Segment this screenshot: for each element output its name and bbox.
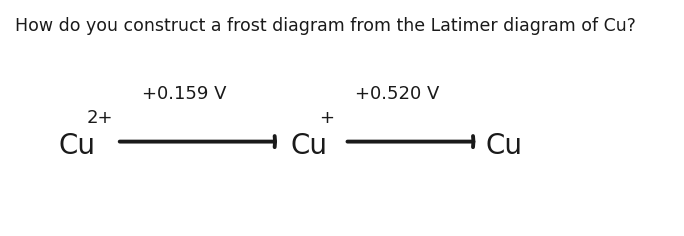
Text: Cu: Cu [486, 132, 523, 160]
Text: +: + [319, 109, 334, 127]
Text: +0.520 V: +0.520 V [354, 85, 439, 103]
Text: 2+: 2+ [87, 109, 114, 127]
Text: How do you construct a frost diagram from the Latimer diagram of Cu?: How do you construct a frost diagram fro… [15, 17, 636, 34]
Text: +0.159 V: +0.159 V [142, 85, 227, 103]
Text: Cu: Cu [291, 132, 328, 160]
Text: Cu: Cu [58, 132, 95, 160]
